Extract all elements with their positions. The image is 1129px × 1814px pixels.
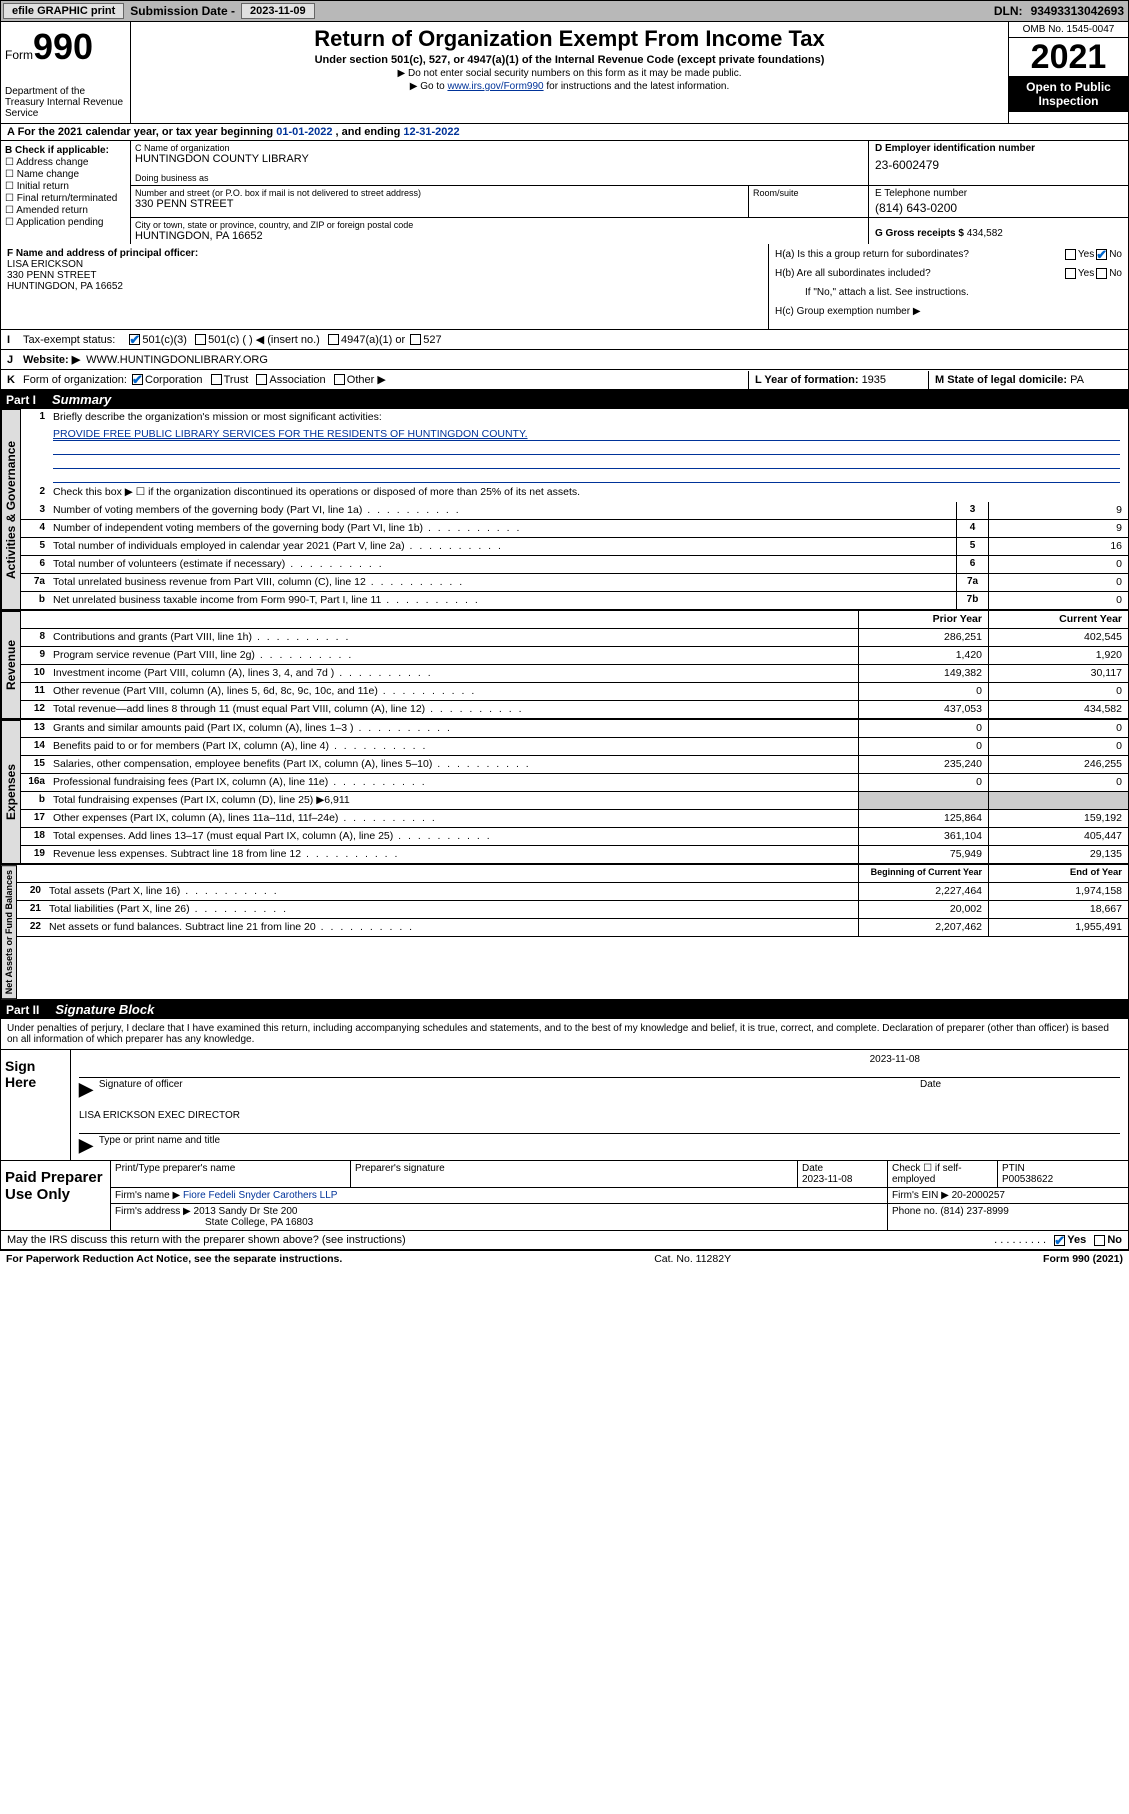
page-footer: For Paperwork Reduction Act Notice, see … xyxy=(0,1250,1129,1267)
dept-treasury: Department of the Treasury Internal Reve… xyxy=(5,86,126,119)
box-c-room: Room/suite xyxy=(748,186,868,217)
ha-yes[interactable] xyxy=(1065,249,1076,260)
tab-net-assets: Net Assets or Fund Balances xyxy=(1,865,17,999)
open-inspection: Open to Public Inspection xyxy=(1009,76,1128,112)
tax-year: 2021 xyxy=(1009,38,1128,76)
chk-amended[interactable]: ☐ Amended return xyxy=(5,205,126,216)
tab-revenue: Revenue xyxy=(1,611,21,719)
chk-other[interactable] xyxy=(334,374,345,385)
chk-name-change[interactable]: ☐ Name change xyxy=(5,169,126,180)
box-h: H(a) Is this a group return for subordin… xyxy=(768,244,1128,329)
part1-header: Part ISummary xyxy=(0,390,1129,409)
chk-trust[interactable] xyxy=(211,374,222,385)
website-value: WWW.HUNTINGDONLIBRARY.ORG xyxy=(86,354,268,366)
discuss-row: May the IRS discuss this return with the… xyxy=(1,1231,1128,1249)
section-expenses: Expenses 13Grants and similar amounts pa… xyxy=(0,719,1129,864)
block-b-thru-g: B Check if applicable: ☐ Address change … xyxy=(0,141,1129,244)
note-goto: ▶ Go to www.irs.gov/Form990 for instruct… xyxy=(137,81,1002,92)
perjury-declaration: Under penalties of perjury, I declare th… xyxy=(1,1019,1128,1050)
discuss-yes[interactable] xyxy=(1054,1235,1065,1246)
firm-link[interactable]: Fiore Fedeli Snyder Carothers LLP xyxy=(183,1190,338,1201)
tab-expenses: Expenses xyxy=(1,720,21,864)
tab-governance: Activities & Governance xyxy=(1,409,21,610)
dln-value: 93493313042693 xyxy=(1027,4,1128,18)
chk-501c3[interactable] xyxy=(129,334,140,345)
hb-no[interactable] xyxy=(1096,268,1107,279)
chk-address-change[interactable]: ☐ Address change xyxy=(5,157,126,168)
part2-header: Part IISignature Block xyxy=(0,1000,1129,1019)
col-b-checkboxes: B Check if applicable: ☐ Address change … xyxy=(1,141,131,244)
box-e-phone: E Telephone number (814) 643-0200 xyxy=(868,186,1128,217)
omb-number: OMB No. 1545-0047 xyxy=(1009,22,1128,38)
efile-button[interactable]: efile GRAPHIC print xyxy=(3,3,124,19)
chk-corp[interactable] xyxy=(132,374,143,385)
chk-app-pending[interactable]: ☐ Application pending xyxy=(5,217,126,228)
top-toolbar: efile GRAPHIC print Submission Date - 20… xyxy=(0,0,1129,22)
chk-final-return[interactable]: ☐ Final return/terminated xyxy=(5,193,126,204)
chk-527[interactable] xyxy=(410,334,421,345)
section-governance: Activities & Governance 1Briefly describ… xyxy=(0,409,1129,610)
row-i-tax-status: I Tax-exempt status: 501(c)(3) 501(c) ( … xyxy=(0,330,1129,350)
box-d-ein: D Employer identification number 23-6002… xyxy=(868,141,1128,185)
hb-yes[interactable] xyxy=(1065,268,1076,279)
signature-block: Under penalties of perjury, I declare th… xyxy=(0,1019,1129,1250)
sign-here-label: Sign Here xyxy=(1,1050,71,1160)
form-header: Form990 Department of the Treasury Inter… xyxy=(0,22,1129,124)
chk-501c[interactable] xyxy=(195,334,206,345)
ha-no[interactable] xyxy=(1096,249,1107,260)
mission-text: PROVIDE FREE PUBLIC LIBRARY SERVICES FOR… xyxy=(53,428,1120,441)
box-g-gross: G Gross receipts $ 434,582 xyxy=(868,218,1128,244)
chk-initial-return[interactable]: ☐ Initial return xyxy=(5,181,126,192)
form-number: Form990 xyxy=(5,26,126,68)
section-net-assets: Net Assets or Fund Balances Beginning of… xyxy=(0,864,1129,1000)
box-f-officer: F Name and address of principal officer:… xyxy=(1,244,768,329)
box-c-address: Number and street (or P.O. box if mail i… xyxy=(131,186,748,217)
box-c-city: City or town, state or province, country… xyxy=(131,218,868,244)
row-k-form-org: K Form of organization: Corporation Trus… xyxy=(0,370,1129,390)
discuss-no[interactable] xyxy=(1094,1235,1105,1246)
note-ssn: ▶ Do not enter social security numbers o… xyxy=(137,68,1002,79)
chk-assoc[interactable] xyxy=(256,374,267,385)
irs-link[interactable]: www.irs.gov/Form990 xyxy=(447,81,543,92)
row-a-tax-year: A For the 2021 calendar year, or tax yea… xyxy=(0,124,1129,141)
chk-4947[interactable] xyxy=(328,334,339,345)
box-c-name: C Name of organization HUNTINGDON COUNTY… xyxy=(131,141,868,185)
paid-preparer-label: Paid Preparer Use Only xyxy=(1,1161,111,1230)
dln-label: DLN: xyxy=(990,4,1027,18)
row-f-h: F Name and address of principal officer:… xyxy=(0,244,1129,330)
row-j-website: J Website: ▶ WWW.HUNTINGDONLIBRARY.ORG xyxy=(0,350,1129,370)
form-subtitle: Under section 501(c), 527, or 4947(a)(1)… xyxy=(137,54,1002,66)
submission-date-button[interactable]: 2023-11-09 xyxy=(241,3,315,19)
submission-label: Submission Date - xyxy=(126,4,239,18)
preparer-table: Print/Type preparer's name Preparer's si… xyxy=(111,1161,1128,1230)
form-title: Return of Organization Exempt From Incom… xyxy=(137,26,1002,52)
section-revenue: Revenue Prior YearCurrent Year 8Contribu… xyxy=(0,610,1129,719)
